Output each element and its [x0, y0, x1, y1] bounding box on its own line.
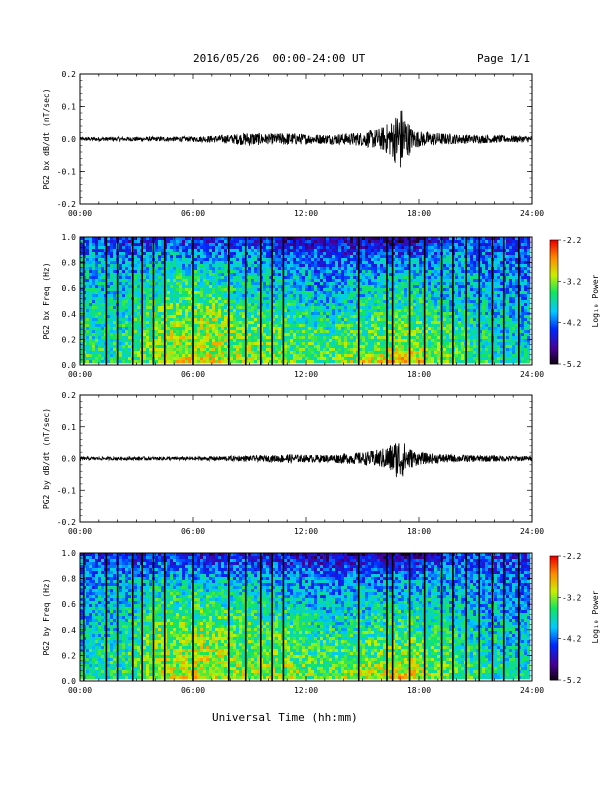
waveform-trace: [79, 110, 533, 168]
x-tick-label: 06:00: [181, 370, 205, 379]
colorbar: [550, 240, 558, 365]
colorbar-frame: [549, 239, 559, 365]
y-tick-label: 0.8: [62, 259, 77, 268]
colorbar-tick-label: -4.2: [562, 319, 581, 328]
y-tick-label: -0.2: [57, 200, 76, 209]
x-tick-label: 06:00: [181, 686, 205, 695]
colorbar: [550, 556, 558, 681]
y-tick-label: -0.1: [57, 168, 76, 177]
x-tick-label: 00:00: [68, 370, 92, 379]
y-tick-label: -0.1: [57, 486, 76, 495]
y-tick-label: 0.0: [62, 361, 77, 370]
spectrogram-cells: [80, 553, 531, 680]
colorbar-tick-label: -5.2: [562, 360, 581, 369]
x-axis-title: Universal Time (hh:mm): [212, 711, 358, 724]
y-axis-title: PG2 bx dB/dt (nT/sec): [42, 88, 51, 189]
x-tick-label: 12:00: [294, 370, 318, 379]
colorbar-tick-label: -2.2: [562, 552, 581, 561]
colorbar-tick-label: -3.2: [562, 593, 581, 602]
y-tick-label: 0.2: [62, 70, 77, 79]
colorbar-title: Log₁₀ Power: [591, 590, 600, 643]
y-tick-label: 0.0: [62, 677, 77, 686]
x-tick-label: 12:00: [294, 527, 318, 536]
colorbar-tick-label: -4.2: [562, 635, 581, 644]
y-tick-label: 0.6: [62, 284, 77, 293]
x-tick-label: 12:00: [294, 209, 318, 218]
x-tick-label: 12:00: [294, 686, 318, 695]
colorbar-tick-label: -3.2: [562, 277, 581, 286]
x-tick-label: 06:00: [181, 209, 205, 218]
page-indicator: Page 1/1: [477, 52, 530, 65]
x-tick-label: 00:00: [68, 209, 92, 218]
y-tick-label: 0.6: [62, 600, 77, 609]
x-tick-label: 00:00: [68, 527, 92, 536]
x-tick-label: 18:00: [407, 527, 431, 536]
y-tick-label: 0.4: [62, 626, 77, 635]
x-tick-label: 18:00: [407, 370, 431, 379]
x-tick-label: 24:00: [520, 209, 544, 218]
y-tick-label: 0.8: [62, 575, 77, 584]
y-tick-label: 0.1: [62, 103, 77, 112]
y-axis-title: PG2 by Freq (Hz): [42, 578, 51, 655]
x-tick-label: 24:00: [520, 686, 544, 695]
spectrogram-cells: [80, 237, 531, 364]
colorbar-tick-label: -5.2: [562, 676, 581, 685]
x-tick-label: 24:00: [520, 527, 544, 536]
y-axis-title: PG2 bx Freq (Hz): [42, 262, 51, 339]
plot-title: 2016/05/26 00:00-24:00 UT: [193, 52, 366, 65]
y-tick-label: 0.4: [62, 310, 77, 319]
x-tick-label: 24:00: [520, 370, 544, 379]
y-tick-label: 0.0: [62, 455, 77, 464]
y-tick-label: 0.1: [62, 423, 77, 432]
y-tick-label: 0.0: [62, 135, 77, 144]
y-tick-label: 0.2: [62, 335, 77, 344]
y-tick-label: -0.2: [57, 518, 76, 527]
waveform-trace: [79, 442, 533, 478]
y-tick-label: 0.2: [62, 391, 77, 400]
x-tick-label: 06:00: [181, 527, 205, 536]
y-tick-label: 1.0: [62, 549, 77, 558]
x-tick-label: 18:00: [407, 209, 431, 218]
colorbar-frame: [549, 555, 559, 681]
x-tick-label: 00:00: [68, 686, 92, 695]
colorbar-tick-label: -2.2: [562, 236, 581, 245]
y-tick-label: 1.0: [62, 233, 77, 242]
y-tick-label: 0.2: [62, 651, 77, 660]
y-axis-title: PG2 by dB/dt (nT/sec): [42, 408, 51, 509]
x-tick-label: 18:00: [407, 686, 431, 695]
colorbar-title: Log₁₀ Power: [591, 274, 600, 327]
